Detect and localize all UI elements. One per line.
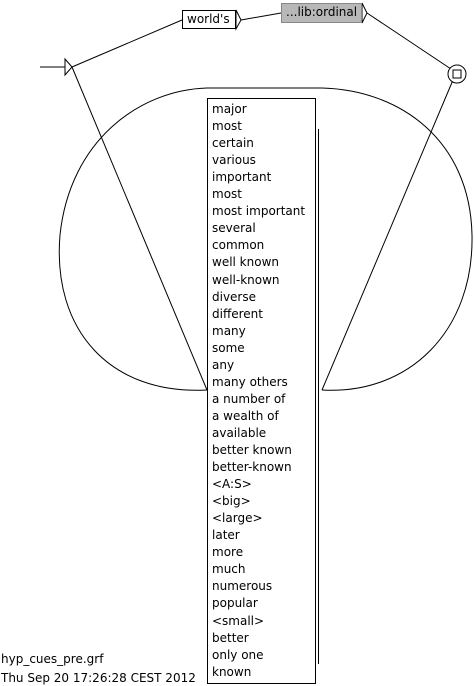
ordinal-box-arrow <box>361 2 368 24</box>
list-item: much <box>212 562 246 577</box>
ordinal-subgraph-node[interactable]: ...lib:ordinal <box>281 3 362 23</box>
list-item: better known <box>212 443 292 457</box>
list-item: well-known <box>212 272 280 287</box>
list-item: most <box>212 187 242 202</box>
worlds-node[interactable]: world's <box>182 10 236 29</box>
list-item: common <box>212 238 265 253</box>
list-item: most important <box>212 204 306 219</box>
list-item: better-known <box>212 460 292 475</box>
list-item: most <box>212 119 242 134</box>
list-item: available <box>212 425 267 440</box>
list-item: diverse <box>212 289 257 304</box>
list-item: more <box>212 545 244 560</box>
list-item: <A:S> <box>212 477 252 492</box>
worlds-box-arrow <box>235 9 242 31</box>
final-state-square-icon <box>452 69 462 79</box>
list-item: major <box>212 102 247 116</box>
list-box-right-border <box>318 129 319 664</box>
list-item: known <box>212 664 252 679</box>
list-item: popular <box>212 596 258 611</box>
list-item: only one <box>212 647 264 662</box>
list-item: some <box>212 340 245 355</box>
list-item: a wealth of <box>212 408 279 423</box>
edge-ordinal-to-final <box>366 12 452 70</box>
ordinal-subgraph-label: ...lib:ordinal <box>286 5 358 19</box>
list-item: <large> <box>212 511 263 526</box>
list-item: well known <box>212 255 279 270</box>
graph-timestamp: Thu Sep 20 17:26:28 CEST 2012 <box>1 671 196 685</box>
list-item: later <box>212 528 240 543</box>
list-item: numerous <box>212 579 273 594</box>
list-item: a number of <box>212 391 286 406</box>
list-item: better <box>212 630 249 645</box>
loop-edge <box>58 87 473 391</box>
list-item: certain <box>212 136 254 151</box>
edge-worlds-to-ordinal <box>240 12 282 21</box>
worlds-node-label: world's <box>187 12 230 26</box>
list-item: different <box>212 306 263 321</box>
list-item: <big> <box>212 494 251 509</box>
list-item: <small> <box>212 613 265 628</box>
initial-state-icon[interactable] <box>64 57 73 77</box>
edge-initial-to-list <box>71 66 208 391</box>
list-item: many <box>212 323 246 338</box>
list-item: several <box>212 221 256 236</box>
edge-list-to-final <box>321 79 454 391</box>
graph-filename: hyp_cues_pre.grf <box>1 652 104 666</box>
list-item: many others <box>212 374 288 389</box>
word-list-box[interactable]: major most certain various important most most… <box>207 98 319 684</box>
list-item: various <box>212 153 256 168</box>
list-item: any <box>212 357 235 372</box>
edge-initial-to-worlds <box>71 19 183 68</box>
list-item: important <box>212 170 272 185</box>
